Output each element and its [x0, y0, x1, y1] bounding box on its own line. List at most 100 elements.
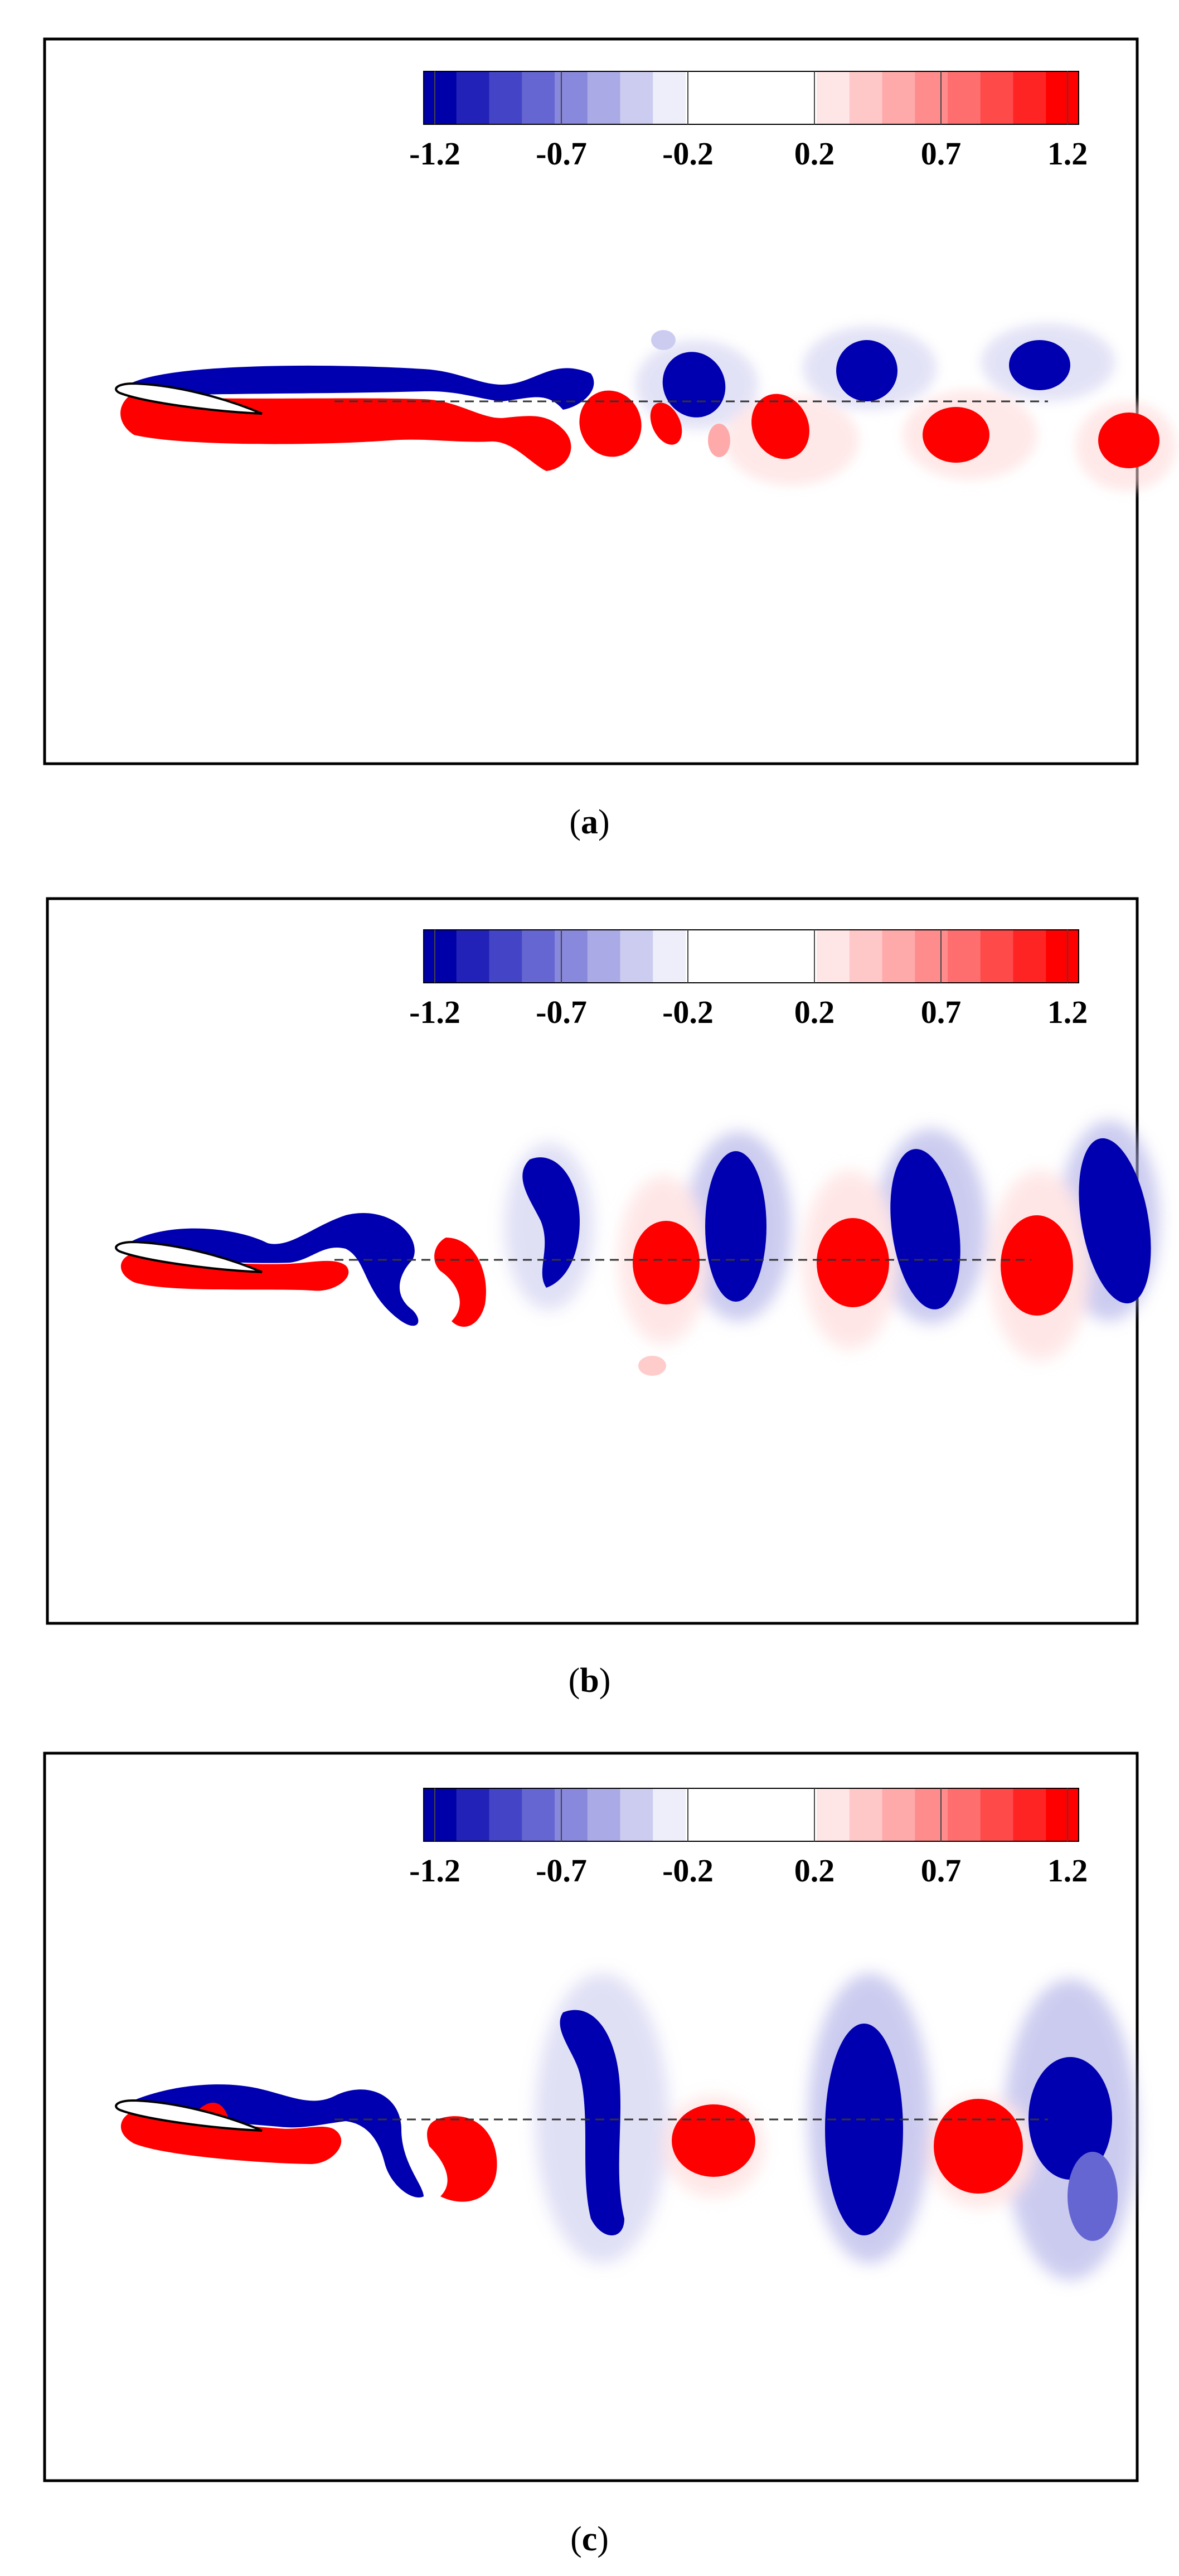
colorbar-level: [489, 71, 522, 124]
colorbar-tick-label: -0.2: [662, 1852, 714, 1889]
colorbar-level: [1013, 71, 1046, 124]
colorbar-level: [489, 930, 522, 983]
colorbar-tick-label: -0.7: [536, 994, 587, 1030]
colorbar-frame: [423, 71, 1079, 125]
colorbar-tick-label: -0.2: [662, 994, 714, 1030]
colorbar: -1.2 -0.7 -0.2 0.2 0.7 1.2: [409, 929, 1088, 1030]
colorbar-level: [620, 930, 653, 983]
colorbar-tick-label: -1.2: [409, 135, 460, 172]
airfoil: [115, 2099, 263, 2132]
colorbar-level: [1013, 1788, 1046, 1841]
colorbar-level: [653, 1788, 686, 1841]
colorbar-level: [686, 1788, 719, 1841]
colorbar-level: [1013, 930, 1046, 983]
colorbar-level: [915, 1788, 948, 1841]
colorbar-level: [587, 71, 621, 124]
colorbar-tick-label: -0.7: [536, 135, 587, 172]
colorbar-level: [653, 71, 686, 124]
colorbar-level: [620, 71, 653, 124]
colorbar-tick-label: 0.2: [794, 135, 835, 172]
colorbar-level: [456, 1788, 490, 1841]
colorbar-level: [784, 1788, 817, 1841]
colorbar-tick-label: 0.7: [921, 1852, 962, 1889]
positive-vortex-sheet: [120, 397, 571, 471]
colorbar-level: [424, 930, 457, 983]
colorbar: -1.2 -0.7 -0.2 0.2 0.7 1.2: [409, 71, 1088, 172]
colorbar-level: [1046, 71, 1079, 124]
colorbar-level: [980, 71, 1014, 124]
colorbar-level: [522, 930, 555, 983]
colorbar-level: [456, 930, 490, 983]
colorbar-tick-label: 1.2: [1047, 135, 1088, 172]
colorbar-tick-label: -0.2: [662, 135, 714, 172]
colorbar-level: [751, 71, 784, 124]
colorbar-frame: [423, 1788, 1079, 1842]
colorbar-level: [751, 930, 784, 983]
colorbar-level: [915, 71, 948, 124]
panel-b: -1.2 -0.7 -0.2 0.2 0.7 1.2 (b): [0, 858, 1179, 1717]
colorbar-level: [849, 930, 883, 983]
colorbar-level: [817, 1788, 850, 1841]
colorbar-tick-label: 1.2: [1047, 1852, 1088, 1889]
colorbar-level: [882, 930, 915, 983]
vorticity-plot-b: -1.2 -0.7 -0.2 0.2 0.7 1.2: [46, 897, 1159, 1625]
colorbar-level: [424, 1788, 457, 1841]
colorbar-level: [555, 930, 588, 983]
colorbar-level: [817, 930, 850, 983]
colorbar-level: [784, 930, 817, 983]
colorbar-level: [555, 71, 588, 124]
shed-vortices: [427, 2010, 1118, 2241]
colorbar-level: [948, 1788, 981, 1841]
colorbar-tick-label: 0.2: [794, 994, 835, 1030]
colorbar-tick-label: 1.2: [1047, 994, 1088, 1030]
positive-vortex-sheet: [120, 2114, 342, 2164]
colorbar-level: [686, 930, 719, 983]
caption-a: (a): [569, 803, 610, 841]
colorbar-level: [555, 1788, 588, 1841]
colorbar-level: [718, 930, 752, 983]
panel-a: -1.2 -0.7 -0.2 0.2 0.7 1.2 (: [0, 0, 1179, 858]
colorbar-level: [522, 71, 555, 124]
vorticity-plot-c: -1.2 -0.7 -0.2 0.2 0.7 1.2: [43, 1752, 1139, 2482]
colorbar-tick-label: -1.2: [409, 1852, 460, 1889]
colorbar-level: [424, 71, 457, 124]
colorbar-level: [948, 71, 981, 124]
colorbar-level: [653, 930, 686, 983]
colorbar-level: [882, 1788, 915, 1841]
shed-vortices: [434, 1138, 1151, 1376]
panel-c: -1.2 -0.7 -0.2 0.2 0.7 1.2 (c): [0, 1717, 1179, 2576]
colorbar-tick-label: -1.2: [409, 994, 460, 1030]
colorbar-level: [817, 71, 850, 124]
colorbar-level: [587, 930, 621, 983]
colorbar-tick-label: 0.7: [921, 135, 962, 172]
colorbar-level: [849, 1788, 883, 1841]
vorticity-plot-a: -1.2 -0.7 -0.2 0.2 0.7 1.2: [43, 37, 1176, 765]
colorbar-level: [718, 71, 752, 124]
colorbar-level: [522, 1788, 555, 1841]
colorbar-level: [718, 1788, 752, 1841]
colorbar-level: [980, 1788, 1014, 1841]
colorbar-level: [882, 71, 915, 124]
colorbar-tick-label: 0.2: [794, 1852, 835, 1889]
colorbar-level: [1046, 930, 1079, 983]
negative-vortex-sheet: [128, 1213, 419, 1326]
negative-vortex-sheet: [128, 365, 594, 410]
caption-c: (c): [570, 2520, 609, 2558]
colorbar-level: [948, 930, 981, 983]
colorbar-tick-label: 0.7: [921, 994, 962, 1030]
colorbar-level: [915, 930, 948, 983]
shed-vortices: [579, 330, 1159, 468]
colorbar-level: [849, 71, 883, 124]
colorbar-level: [686, 71, 719, 124]
colorbar-level: [456, 71, 490, 124]
colorbar-tick-label: -0.7: [536, 1852, 587, 1889]
colorbar-level: [751, 1788, 784, 1841]
colorbar-level: [980, 930, 1014, 983]
colorbar-level: [620, 1788, 653, 1841]
colorbar-level: [587, 1788, 621, 1841]
caption-b: (b): [568, 1662, 611, 1700]
colorbar: -1.2 -0.7 -0.2 0.2 0.7 1.2: [409, 1788, 1088, 1889]
colorbar-level: [489, 1788, 522, 1841]
colorbar-frame: [423, 929, 1079, 983]
colorbar-level: [1046, 1788, 1079, 1841]
